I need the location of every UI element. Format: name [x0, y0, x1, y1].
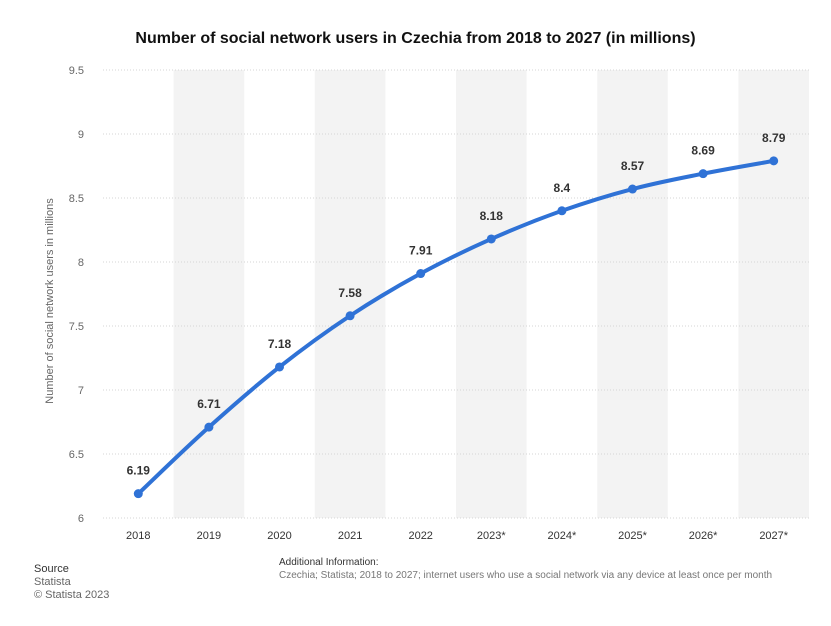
y-tick-label: 9: [78, 129, 84, 141]
data-point: [698, 169, 708, 179]
x-tick-label: 2025*: [618, 530, 647, 542]
x-tick-label: 2019: [197, 530, 221, 542]
source-block: Source Statista © Statista 2023: [34, 563, 109, 602]
y-tick-label: 6: [78, 513, 84, 525]
source-link[interactable]: Statista: [34, 576, 71, 588]
x-tick-label: 2026*: [689, 530, 718, 542]
y-axis-label: Number of social network users in millio…: [44, 198, 56, 404]
y-tick-label: 6.5: [69, 449, 84, 461]
x-tick-label: 2024*: [548, 530, 577, 542]
category-band: [456, 70, 527, 518]
y-tick-label: 7.5: [69, 321, 84, 333]
y-gridlines: [103, 69, 809, 519]
data-point: [557, 206, 567, 216]
x-tick-label: 2018: [126, 530, 150, 542]
data-point: [486, 234, 496, 244]
category-band: [314, 70, 386, 518]
data-label: 6.19: [127, 464, 151, 478]
data-label: 7.18: [268, 337, 292, 351]
y-tick-label: 7: [78, 385, 84, 397]
additional-info-text: Czechia; Statista; 2018 to 2027; interne…: [279, 570, 773, 581]
category-band: [597, 70, 668, 518]
category-band: [738, 70, 809, 518]
data-point: [769, 156, 779, 166]
y-tick-label: 9.5: [69, 65, 84, 77]
data-points: [133, 156, 779, 499]
data-label: 8.79: [762, 131, 786, 145]
additional-info: Additional Information: Czechia; Statist…: [279, 556, 772, 582]
data-point: [204, 422, 214, 432]
data-labels: 6.19 6.71 7.18 7.58 7.91 8.18 8.4 8.57 8.69 8.79: [127, 131, 786, 478]
data-label: 8.57: [621, 159, 645, 173]
additional-info-heading: Additional Information:: [279, 557, 379, 568]
data-point: [133, 489, 143, 499]
x-tick-label: 2020: [267, 530, 291, 542]
x-tick-label: 2021: [338, 530, 362, 542]
data-point: [416, 269, 426, 279]
data-point: [345, 311, 355, 321]
source-heading: Source: [34, 563, 69, 575]
category-bands: [173, 70, 809, 518]
data-label: 8.4: [554, 181, 571, 195]
copyright: © Statista 2023: [34, 589, 110, 601]
y-tick-label: 8: [78, 257, 84, 269]
x-tick-labels: 2018 2019 2020 2021 2022 2023* 2024* 2025* 2026*…: [126, 530, 789, 542]
x-tick-label: 2027*: [759, 530, 788, 542]
data-label: 8.69: [691, 144, 715, 158]
data-label: 7.58: [338, 286, 362, 300]
data-point: [275, 362, 284, 372]
series-line: [136, 158, 776, 496]
category-band: [173, 70, 245, 518]
chart-title: Number of social network users in Czechi…: [135, 30, 696, 47]
x-tick-label: 2022: [408, 530, 432, 542]
data-label: 6.71: [197, 397, 221, 411]
y-tick-label: 8.5: [69, 193, 84, 205]
data-label: 7.91: [409, 244, 433, 258]
data-label: 8.18: [480, 209, 504, 223]
data-point: [628, 184, 637, 194]
x-tick-label: 2023*: [477, 530, 506, 542]
y-tick-labels: 6 6.5 7 7.5 8 8.5 9 9.5: [69, 65, 84, 525]
